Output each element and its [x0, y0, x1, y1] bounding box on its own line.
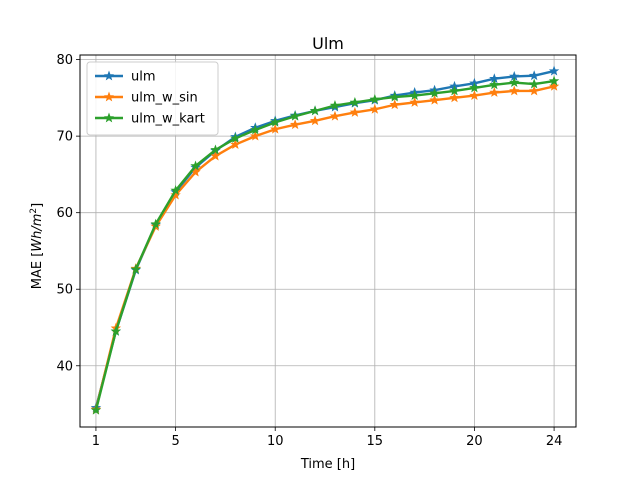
legend-item: ulm_w_kart: [95, 112, 205, 127]
chart-title: Ulm: [312, 34, 344, 53]
data-point-marker: [130, 263, 141, 274]
data-point-marker: [210, 144, 221, 155]
x-axis: 1 5 10 15 20 24: [92, 427, 563, 449]
data-point-marker: [170, 185, 181, 195]
data-point-marker: [509, 77, 520, 87]
data-point-marker: [469, 82, 480, 93]
y-axis-label-prefix: MAE [: [30, 252, 45, 290]
data-point-marker: [429, 94, 440, 105]
data-point-marker: [409, 97, 420, 107]
legend-marker: [103, 70, 115, 81]
data-point-marker: [270, 116, 281, 127]
data-point-marker: [230, 139, 241, 149]
plot-area-frame: [79, 54, 577, 428]
series-ulm-w-kart: [90, 75, 560, 415]
data-point-marker: [548, 75, 560, 86]
data-point-marker: [548, 80, 560, 91]
data-point-marker: [110, 325, 122, 336]
y-axis-label-exponent: 2: [29, 208, 39, 214]
data-point-marker: [349, 106, 361, 117]
data-point-marker: [170, 189, 181, 200]
data-point-marker: [349, 97, 361, 107]
data-point-marker: [289, 119, 301, 130]
data-point-marker: [309, 115, 321, 126]
y-axis-label-unit: Wh/m: [30, 214, 45, 252]
x-tick-label: 20: [466, 434, 483, 449]
data-point-marker: [230, 132, 241, 143]
y-axis-label: MAE [Wh/m2]: [29, 203, 45, 289]
legend-box: [86, 61, 219, 136]
data-point-marker: [150, 218, 161, 229]
data-point-marker: [528, 78, 540, 89]
y-tick-label: 70: [56, 130, 73, 145]
y-axis: 40 50 60 70 80: [56, 53, 80, 374]
y-tick-label: 40: [56, 359, 73, 374]
legend-item: ulm_w_sin: [95, 91, 198, 106]
legend-label: ulm_w_kart: [131, 112, 205, 127]
data-point-marker: [389, 91, 400, 102]
data-point-marker: [489, 79, 500, 90]
x-tick-label: 24: [546, 434, 563, 449]
x-tick-label: 10: [267, 434, 284, 449]
data-point-marker: [409, 90, 420, 100]
data-point-marker: [309, 105, 321, 116]
legend-label: ulm: [131, 70, 156, 85]
legend-item: ulm: [95, 70, 156, 85]
y-tick-label: 50: [56, 283, 73, 298]
series-ulm-w-sin: [90, 80, 560, 414]
data-point-marker: [329, 110, 341, 121]
series-group: [90, 65, 560, 415]
data-point-marker: [509, 85, 520, 96]
data-point-marker: [528, 70, 540, 81]
x-tick-label: 15: [367, 434, 384, 449]
y-tick-label: 80: [56, 53, 73, 68]
legend: ulm ulm_w_sin ulm_w_kart: [86, 61, 219, 136]
legend-label: ulm_w_sin: [131, 91, 198, 106]
data-point-marker: [90, 404, 102, 415]
data-point-marker: [389, 99, 400, 110]
x-tick-label: 1: [92, 434, 100, 449]
y-axis-label-suffix: ]: [30, 203, 45, 208]
data-point-marker: [250, 130, 261, 141]
data-point-marker: [210, 150, 221, 161]
data-point-marker: [489, 87, 500, 97]
data-point-marker: [548, 65, 560, 76]
data-point-marker: [369, 93, 381, 104]
y-tick-label: 60: [56, 206, 73, 221]
data-point-marker: [250, 124, 261, 135]
data-point-marker: [270, 123, 281, 134]
data-point-marker: [369, 103, 381, 114]
data-point-marker: [329, 100, 341, 110]
data-point-marker: [190, 160, 201, 171]
legend-marker: [103, 91, 115, 102]
data-point-marker: [449, 85, 460, 96]
legend-marker: [103, 112, 115, 123]
data-point-marker: [429, 87, 440, 98]
x-axis-label: Time [h]: [300, 457, 355, 472]
x-tick-label: 5: [171, 434, 179, 449]
data-point-marker: [449, 92, 460, 103]
data-point-marker: [528, 85, 540, 96]
data-point-marker: [289, 110, 301, 121]
data-point-marker: [469, 90, 480, 100]
